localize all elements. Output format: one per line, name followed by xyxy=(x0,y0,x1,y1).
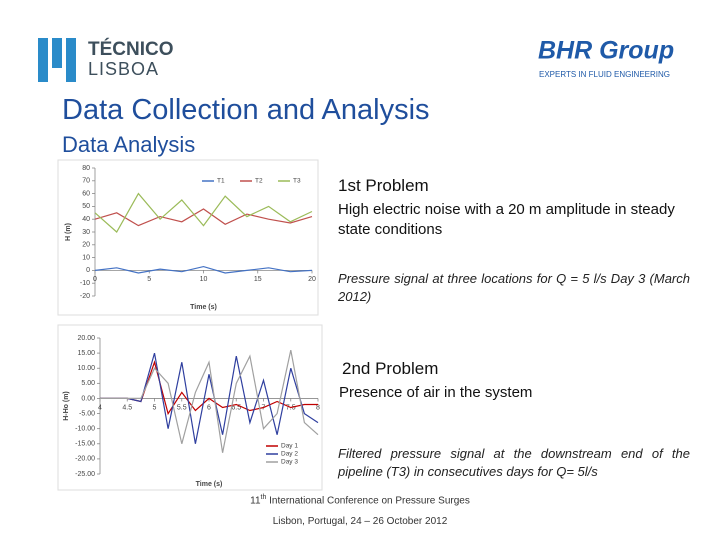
x-tick-label: 0 xyxy=(93,276,97,283)
series-line xyxy=(100,349,319,453)
y-tick-label: -15.00 xyxy=(75,441,95,448)
logo-sub: LISBOA xyxy=(88,59,159,79)
y-tick-label: -20.00 xyxy=(75,456,95,463)
ordinal-suffix: th xyxy=(260,494,267,501)
logo-tagline: EXPERTS IN FLUID ENGINEERING xyxy=(539,70,670,79)
section-heading: 2nd Problem xyxy=(342,359,439,378)
conference: International Conference on Pressure Sur… xyxy=(269,495,470,507)
series-line xyxy=(94,192,313,233)
y-tick-label: -25.00 xyxy=(75,471,95,478)
x-axis-label: Time (s) xyxy=(190,304,217,311)
legend-label: Day 3 xyxy=(281,459,298,466)
logo-name: TÉCNICO xyxy=(88,38,174,60)
logo-bar xyxy=(38,38,48,82)
logo-left: TÉCNICO LISBOA xyxy=(38,38,174,82)
slide-title: Data Collection and Analysis xyxy=(62,94,430,126)
y-tick-label: 0.00 xyxy=(81,395,95,402)
section-heading: 1st Problem xyxy=(338,176,429,195)
x-tick-label: 5.5 xyxy=(177,404,187,411)
legend-label: Day 2 xyxy=(281,451,298,458)
x-tick-label: 20 xyxy=(308,276,316,283)
section-text: Presence of air in the system xyxy=(339,384,533,401)
series-line xyxy=(94,208,313,227)
y-tick-label: 20.00 xyxy=(77,335,95,342)
logo-bar xyxy=(66,38,76,82)
x-tick-label: 4 xyxy=(98,404,102,411)
y-tick-label: 10 xyxy=(82,254,90,261)
y-axis-label: H (m) xyxy=(65,223,72,241)
y-tick-label: 10.00 xyxy=(77,365,95,372)
legend-label: T2 xyxy=(255,178,263,185)
x-axis-label: Time (s) xyxy=(196,481,223,488)
x-tick-label: 6.5 xyxy=(231,404,241,411)
x-tick-label: 6 xyxy=(207,404,211,411)
logo-right: BHR Group EXPERTS IN FLUID ENGINEERING xyxy=(538,37,674,80)
y-tick-label: 20 xyxy=(82,242,90,249)
y-tick-label: 50 xyxy=(82,203,90,210)
y-tick-label: -10 xyxy=(80,280,90,287)
y-tick-label: 60 xyxy=(82,190,90,197)
x-tick-label: 4.5 xyxy=(122,404,132,411)
x-tick-label: 8 xyxy=(316,404,320,411)
legend-label: T1 xyxy=(217,178,225,185)
y-tick-label: -20 xyxy=(80,293,90,300)
legend-label: T3 xyxy=(293,178,301,185)
series-line xyxy=(100,352,319,444)
footer-place-date: Lisbon, Portugal, 24 – 26 October 2012 xyxy=(272,516,448,527)
section-text: High electric noise with a 20 m amplitud… xyxy=(338,201,675,238)
y-tick-label: 0 xyxy=(86,267,90,274)
y-tick-label: -5.00 xyxy=(79,410,95,417)
y-tick-label: -10.00 xyxy=(75,426,95,433)
x-tick-label: 10 xyxy=(200,276,208,283)
series-line xyxy=(94,265,313,274)
y-tick-label: 40 xyxy=(82,216,90,223)
y-tick-label: 15.00 xyxy=(77,350,95,357)
x-tick-label: 15 xyxy=(254,276,262,283)
y-tick-label: 30 xyxy=(82,229,90,236)
x-tick-label: 5 xyxy=(147,276,151,283)
chart-frame xyxy=(57,159,319,316)
y-axis-label: H-Ho (m) xyxy=(63,391,70,421)
x-tick-label: 5 xyxy=(153,404,157,411)
section-caption: Filtered pressure signal at the downstre… xyxy=(338,446,690,479)
slide-subtitle: Data Analysis xyxy=(62,132,196,157)
legend-label: Day 1 xyxy=(281,443,298,450)
section-caption: Pressure signal at three locations for Q… xyxy=(338,271,690,304)
logo-name: BHR Group xyxy=(538,37,674,65)
y-tick-label: 70 xyxy=(82,178,90,185)
y-tick-label: 80 xyxy=(82,165,90,172)
y-tick-label: 5.00 xyxy=(81,380,95,387)
footer-conference: 11th International Conference on Pressur… xyxy=(0,494,720,506)
ordinal: 11 xyxy=(250,495,261,507)
logo-bar xyxy=(52,38,62,68)
